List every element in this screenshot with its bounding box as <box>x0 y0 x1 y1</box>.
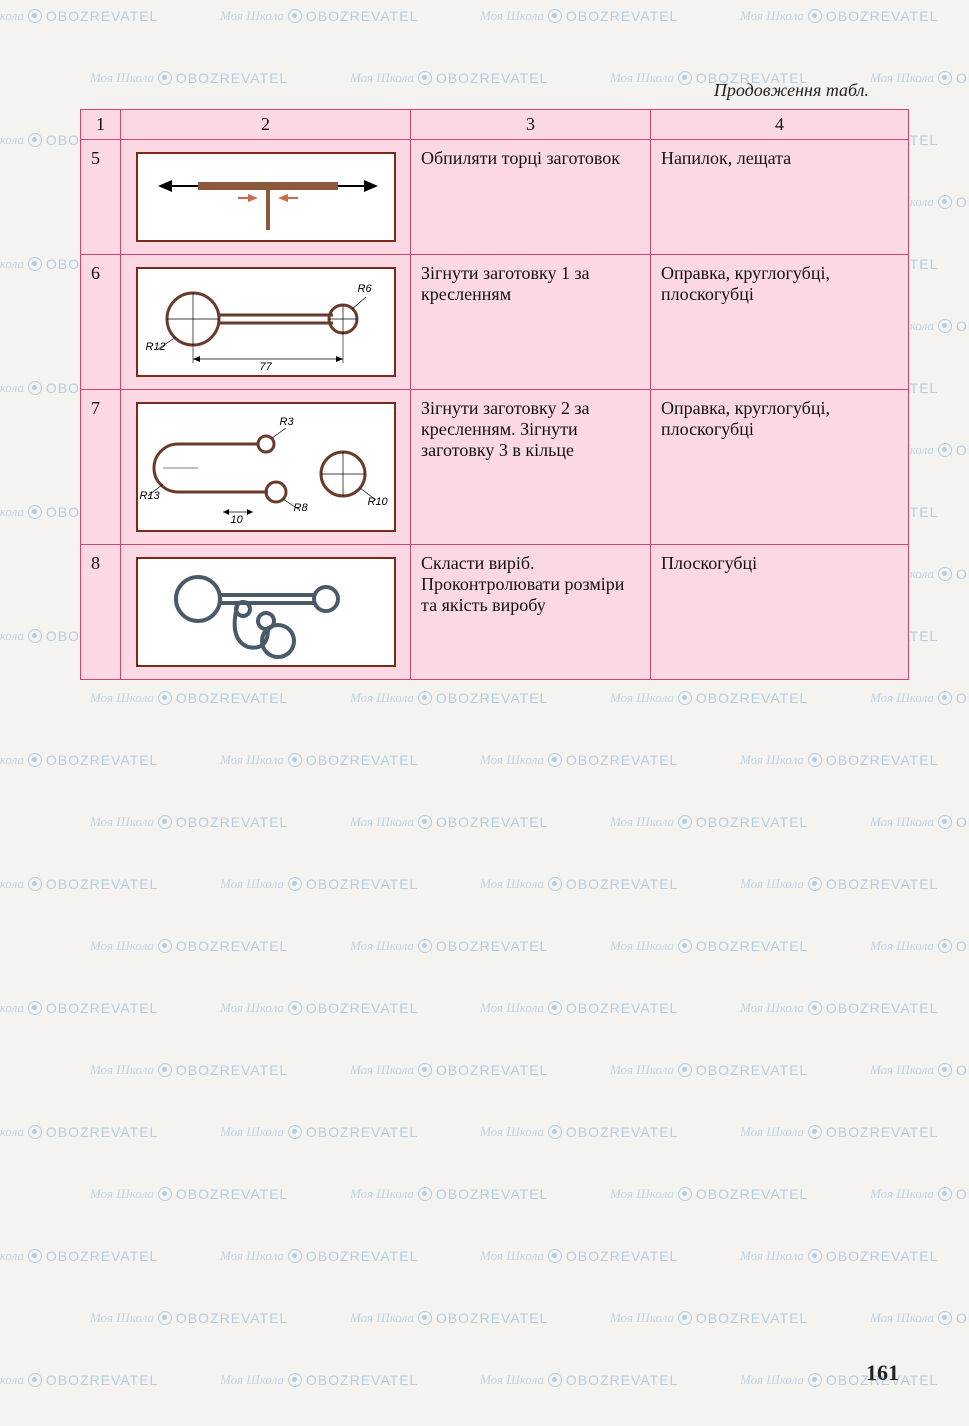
row-number: 5 <box>81 140 121 255</box>
operation-cell: Зігнути заготовку 1 за кресленням <box>411 255 651 390</box>
diagram-cell: R12 R6 77 <box>121 255 411 390</box>
operation-cell: Зігнути заготовку 2 за кресленням. Зігну… <box>411 390 651 545</box>
row-number: 8 <box>81 545 121 680</box>
header-col-3: 3 <box>411 110 651 140</box>
dim-label: R10 <box>368 496 388 508</box>
tools-cell: Оправка, круглогубці, плоскогубці <box>651 255 909 390</box>
page-content: Продовження табл. 1 2 3 4 5 <box>0 0 969 1426</box>
diagram-filing <box>136 152 396 242</box>
table-header-row: 1 2 3 4 <box>81 110 909 140</box>
table-row: 8 <box>81 545 909 680</box>
dim-label: R13 <box>140 490 160 502</box>
diagram-bend-2: R13 R3 R8 R10 10 <box>136 402 396 532</box>
tools-cell: Напилок, лещата <box>651 140 909 255</box>
table-row: 6 <box>81 255 909 390</box>
tools-cell: Плоскогубці <box>651 545 909 680</box>
dim-label: R6 <box>358 283 372 295</box>
diagram-bend-1: R12 R6 77 <box>136 267 396 377</box>
dim-label: 77 <box>260 361 272 373</box>
dim-label: R8 <box>294 502 308 514</box>
header-col-1: 1 <box>81 110 121 140</box>
operation-cell: Скласти виріб. Проконтролювати розміри т… <box>411 545 651 680</box>
table-caption: Продовження табл. <box>80 80 869 101</box>
page-number: 161 <box>866 1360 899 1386</box>
diagram-cell <box>121 545 411 680</box>
tools-cell: Оправка, круглогубці, плоскогубці <box>651 390 909 545</box>
diagram-assembly <box>136 557 396 667</box>
dim-label: R12 <box>146 341 166 353</box>
header-col-2: 2 <box>121 110 411 140</box>
header-col-4: 4 <box>651 110 909 140</box>
dim-label: R3 <box>280 416 294 428</box>
diagram-cell: R13 R3 R8 R10 10 <box>121 390 411 545</box>
table-row: 5 <box>81 140 909 255</box>
row-number: 7 <box>81 390 121 545</box>
diagram-cell <box>121 140 411 255</box>
operation-cell: Обпиляти торці заготовок <box>411 140 651 255</box>
dim-label: 10 <box>231 514 243 526</box>
table-row: 7 <box>81 390 909 545</box>
row-number: 6 <box>81 255 121 390</box>
operations-table: 1 2 3 4 5 <box>80 109 909 680</box>
